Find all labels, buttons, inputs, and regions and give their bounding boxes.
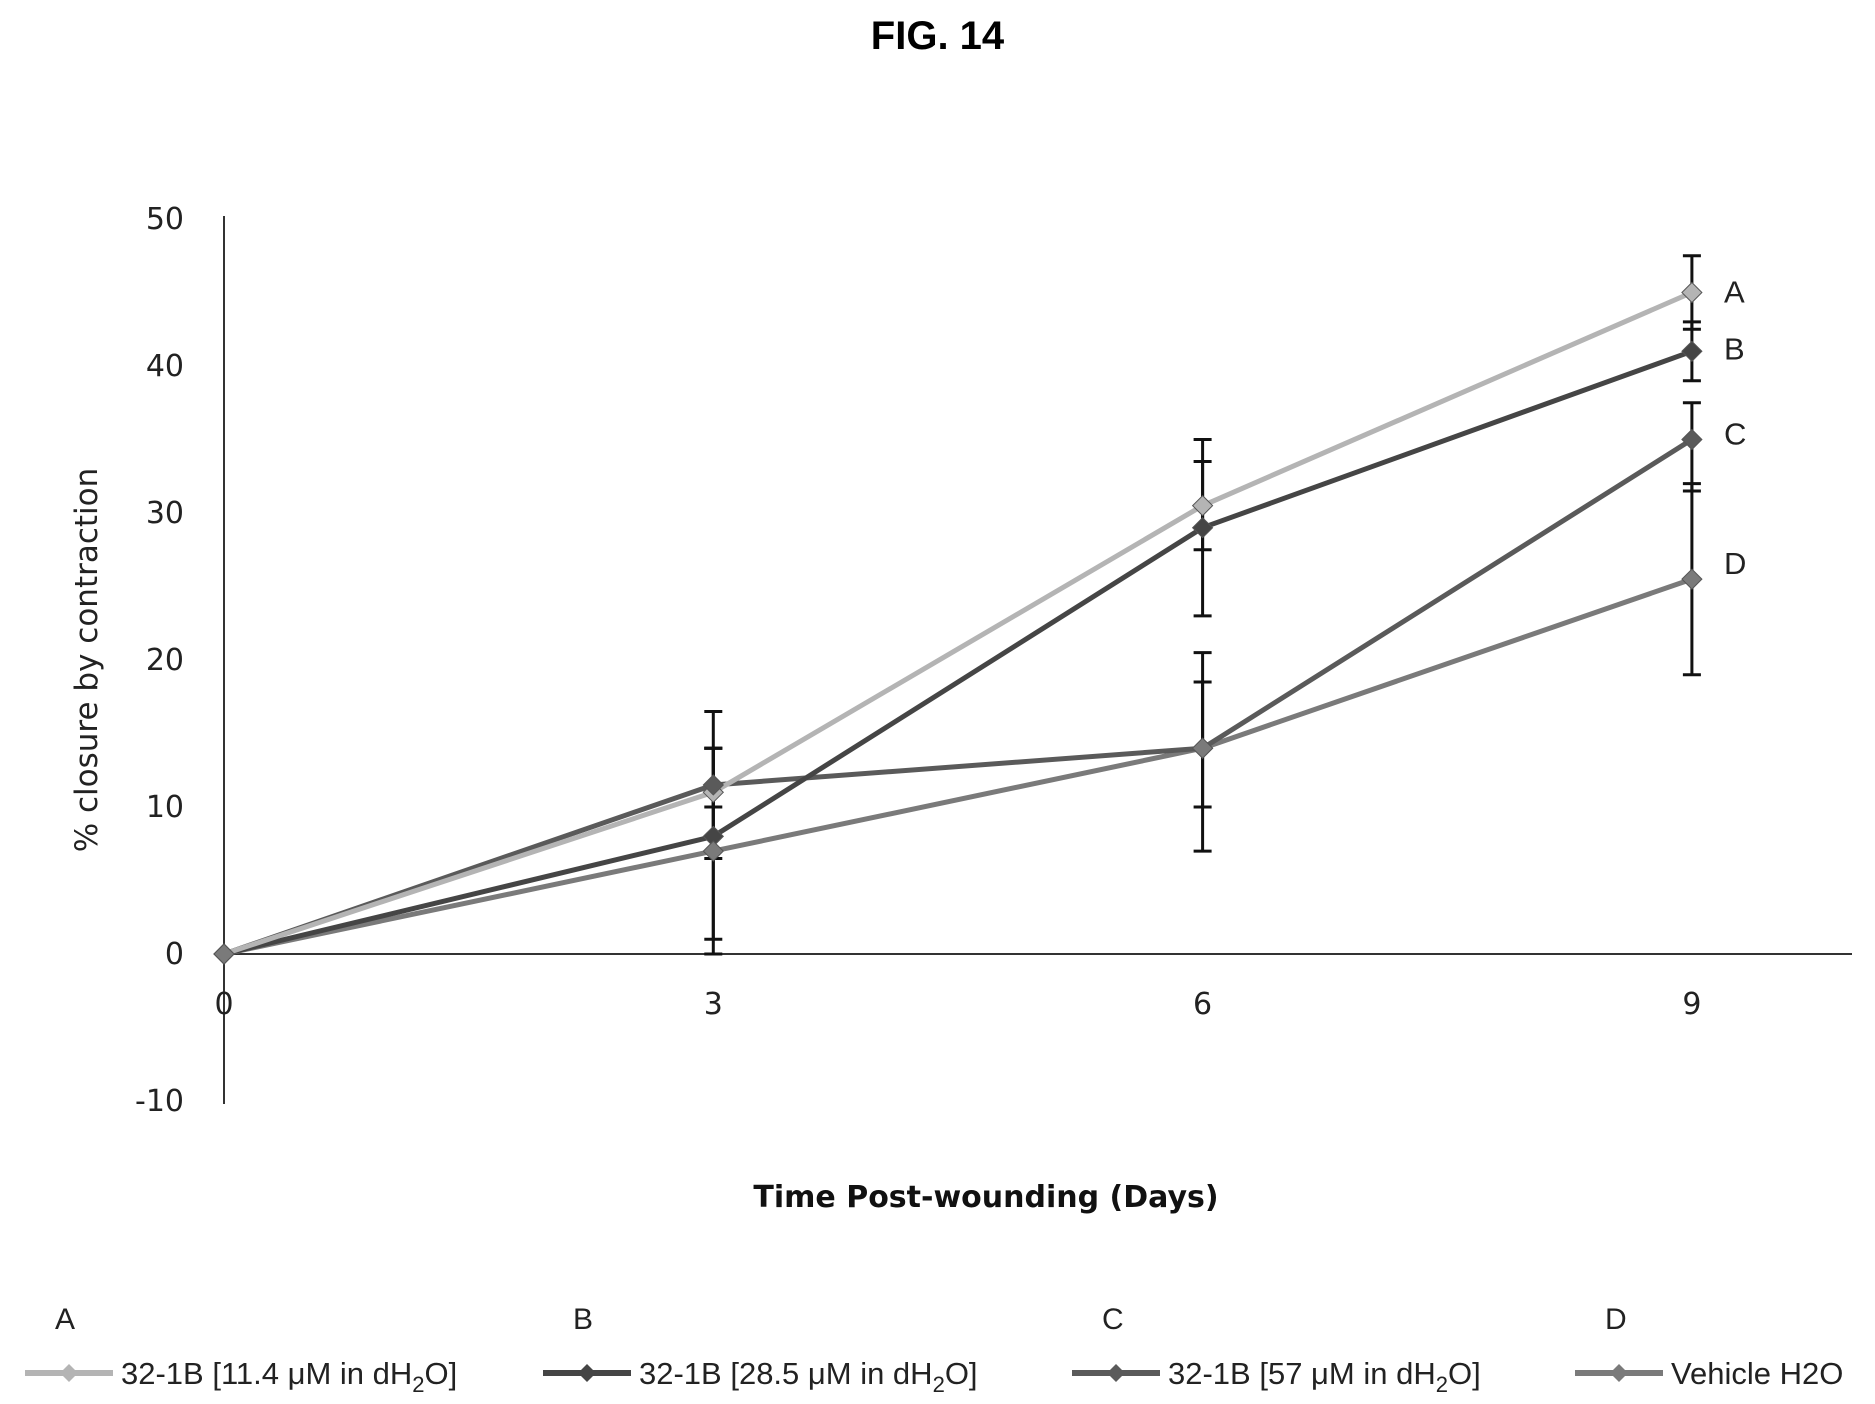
y-axis-title: % closure by contraction — [69, 468, 105, 853]
series-line-b — [223, 348, 1693, 957]
legend-swatch-d — [1575, 1364, 1663, 1382]
error-bars — [704, 254, 1701, 956]
x-tick-label: 3 — [704, 987, 723, 1022]
data-point-c — [1681, 428, 1703, 451]
data-markers — [213, 281, 1703, 965]
end-label-a: A — [1724, 275, 1745, 310]
chart-axes — [223, 216, 1852, 1104]
data-point-d — [702, 840, 725, 862]
figure-title: FIG. 14 — [870, 14, 1005, 58]
data-point-b — [1191, 516, 1214, 539]
x-tick-label: 0 — [214, 987, 233, 1022]
legend-label-c: 32-1B [57 μM in dH2O] — [1168, 1356, 1481, 1397]
data-point-c — [702, 774, 725, 796]
y-tick-label: 30 — [146, 496, 184, 531]
legend-letter-b: B — [573, 1303, 593, 1336]
end-label-b: B — [1724, 331, 1745, 366]
x-tick-label: 6 — [1193, 987, 1212, 1022]
legend-letter-d: D — [1605, 1303, 1627, 1336]
data-point-a — [1191, 494, 1214, 517]
legend-swatch-b — [543, 1364, 631, 1382]
y-tick-label: 50 — [146, 202, 184, 237]
y-tick-label: 40 — [146, 349, 184, 384]
end-label-d: D — [1724, 546, 1746, 581]
y-tick-label: 0 — [165, 937, 184, 972]
legend-label-d: Vehicle H2O — [1671, 1356, 1843, 1391]
series-line-d — [223, 576, 1693, 957]
data-point-a — [1681, 281, 1703, 304]
y-tick-label: -10 — [135, 1084, 184, 1119]
legend-label-a: 32-1B [11.4 μM in dH2O] — [121, 1356, 457, 1397]
data-point-d — [213, 943, 235, 965]
x-axis-title: Time Post-wounding (Days) — [753, 1180, 1218, 1215]
series-line-a — [223, 290, 1693, 957]
series-lines — [223, 290, 1694, 957]
legend: A 32-1B [11.4 μM in dH2O] B 32-1B [28.5 μM … — [25, 1303, 1843, 1397]
data-point-b — [1681, 340, 1703, 363]
legend-label-b: 32-1B [28.5 μM in dH2O] — [639, 1356, 978, 1397]
series-end-labels: AB C D — [1724, 275, 1746, 582]
y-tick-label: 10 — [146, 790, 184, 825]
end-label-c: C — [1724, 417, 1746, 452]
y-tick-label: 20 — [146, 643, 184, 678]
x-tick-labels: 0 3 6 9 — [214, 987, 1701, 1022]
x-tick-label: 9 — [1682, 987, 1701, 1022]
data-point-d — [1191, 737, 1214, 759]
legend-swatch-a — [25, 1364, 113, 1382]
series-line-c — [223, 437, 1694, 957]
legend-letter-a: A — [55, 1303, 75, 1336]
data-point-d — [1681, 568, 1703, 590]
y-tick-labels: -10 0 10 20 30 40 50 — [135, 202, 184, 1119]
legend-letter-c: C — [1102, 1303, 1124, 1336]
legend-swatch-c — [1072, 1364, 1160, 1382]
